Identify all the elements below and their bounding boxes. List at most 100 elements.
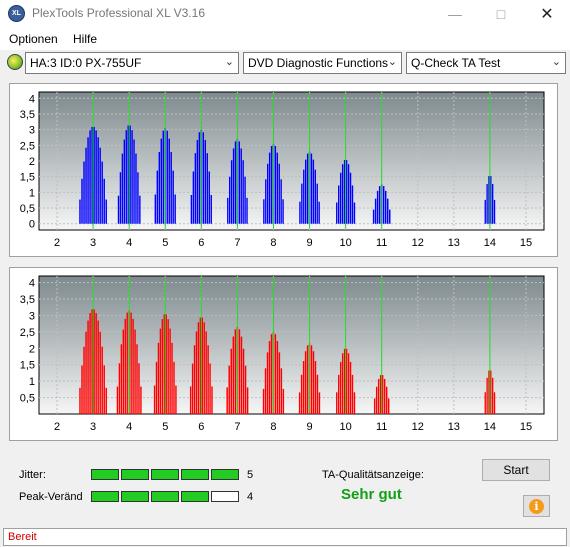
- data-bar: [228, 365, 230, 414]
- data-bar: [242, 348, 245, 414]
- function-select[interactable]: DVD Diagnostic Functions ⌄: [243, 52, 402, 74]
- jitter-label: Jitter:: [19, 469, 46, 481]
- start-button[interactable]: Start: [482, 459, 550, 481]
- bottom-chart-panel: 0,5 1 1,5 2 2,5 3 3,5 4 2 3 4 5 6 7 8 9 10 11 12 13 14 15: [9, 267, 558, 441]
- data-bar: [318, 201, 320, 224]
- y-tick-label: 1,5: [20, 172, 35, 184]
- x-tick-label: 15: [520, 237, 532, 249]
- top-chart: 0 0,5 1 1,5 2 2,5 3 3,5 4 2 3 4 5 6 7 8 9 10 11 12 13 14 15: [20, 91, 545, 249]
- y-tick-label: 0,5: [20, 393, 35, 405]
- data-bar: [101, 161, 103, 224]
- data-bar: [488, 370, 490, 414]
- data-bar: [314, 169, 316, 224]
- data-bar: [268, 340, 271, 414]
- x-tick-label: 10: [339, 237, 351, 249]
- window-title: PlexTools Professional XL V3.16: [32, 6, 205, 20]
- y-tick-label: 3,5: [20, 109, 35, 121]
- x-tick-label: 5: [162, 237, 168, 249]
- data-bar: [136, 344, 138, 414]
- data-bar: [209, 363, 211, 414]
- data-bar: [246, 197, 248, 224]
- x-tick-label: 3: [90, 237, 96, 249]
- y-tick-label: 4: [29, 93, 35, 105]
- function-select-value: DVD Diagnostic Functions: [248, 56, 389, 70]
- menu-hilfe[interactable]: Hilfe: [73, 32, 98, 46]
- data-bar: [347, 353, 350, 414]
- minimize-button[interactable]: —: [432, 0, 478, 28]
- data-bar: [130, 312, 132, 414]
- data-bar: [316, 183, 318, 224]
- x-tick-label: 14: [484, 421, 496, 433]
- data-bar: [240, 148, 242, 224]
- data-bar: [341, 353, 344, 414]
- menu-optionen[interactable]: Optionen: [9, 32, 58, 46]
- y-tick-label: 1: [29, 187, 35, 199]
- data-bar: [171, 342, 173, 414]
- data-bar: [351, 185, 354, 224]
- data-bar: [153, 385, 156, 414]
- data-bar: [232, 336, 235, 414]
- data-bar: [79, 199, 81, 224]
- x-tick-label: 6: [198, 237, 204, 249]
- jitter-value: 5: [247, 469, 254, 481]
- data-bar: [268, 152, 271, 224]
- data-bar: [240, 336, 243, 414]
- info-button[interactable]: i: [523, 495, 550, 517]
- maximize-button[interactable]: □: [478, 0, 524, 28]
- data-bar: [353, 202, 356, 224]
- data-bar: [306, 345, 309, 414]
- data-bar: [303, 169, 305, 224]
- data-bar: [191, 363, 194, 414]
- data-bar: [238, 329, 241, 414]
- data-bar: [347, 164, 350, 224]
- x-tick-label: 2: [54, 421, 60, 433]
- data-bar: [174, 194, 176, 224]
- data-bar: [205, 331, 207, 414]
- data-bar: [93, 309, 95, 414]
- data-bar: [99, 331, 101, 414]
- data-bar: [230, 160, 233, 224]
- data-bar: [160, 138, 162, 224]
- data-bar: [166, 130, 168, 224]
- data-bar: [339, 172, 342, 224]
- data-bar: [343, 159, 346, 224]
- data-bar: [314, 361, 317, 414]
- data-bar: [280, 179, 282, 224]
- drive-select[interactable]: HA:3 ID:0 PX-755UF ⌄: [25, 52, 239, 74]
- data-bar: [133, 139, 135, 224]
- data-bar: [270, 145, 273, 224]
- data-bar: [349, 172, 352, 224]
- data-bar: [132, 318, 134, 414]
- data-bar: [138, 363, 140, 414]
- data-bar: [85, 147, 87, 224]
- data-bar: [484, 199, 486, 224]
- x-tick-label: 13: [448, 421, 460, 433]
- close-button[interactable]: ✕: [524, 0, 570, 28]
- data-bar: [167, 319, 169, 414]
- data-bar: [389, 209, 391, 224]
- data-bar: [484, 392, 486, 414]
- peak-value: 4: [247, 491, 254, 503]
- data-bar: [304, 159, 307, 224]
- data-bar: [83, 346, 85, 414]
- quality-value: Sehr gut: [341, 486, 402, 503]
- data-bar: [302, 361, 305, 414]
- data-bar: [351, 374, 354, 414]
- x-tick-label: 3: [90, 421, 96, 433]
- test-select[interactable]: Q-Check TA Test ⌄: [406, 52, 566, 74]
- x-tick-label: 10: [339, 421, 351, 433]
- y-tick-label: 1: [29, 376, 35, 388]
- data-bar: [318, 392, 321, 414]
- data-bar: [276, 152, 279, 224]
- data-bar: [301, 183, 303, 224]
- x-tick-label: 13: [448, 237, 460, 249]
- data-bar: [232, 148, 235, 224]
- x-tick-label: 4: [126, 237, 132, 249]
- data-bar: [127, 125, 129, 224]
- data-bar: [97, 320, 99, 414]
- data-bar: [190, 194, 193, 224]
- data-bar: [246, 387, 249, 414]
- data-bar: [278, 163, 280, 224]
- data-bar: [492, 377, 494, 414]
- x-tick-label: 8: [270, 421, 276, 433]
